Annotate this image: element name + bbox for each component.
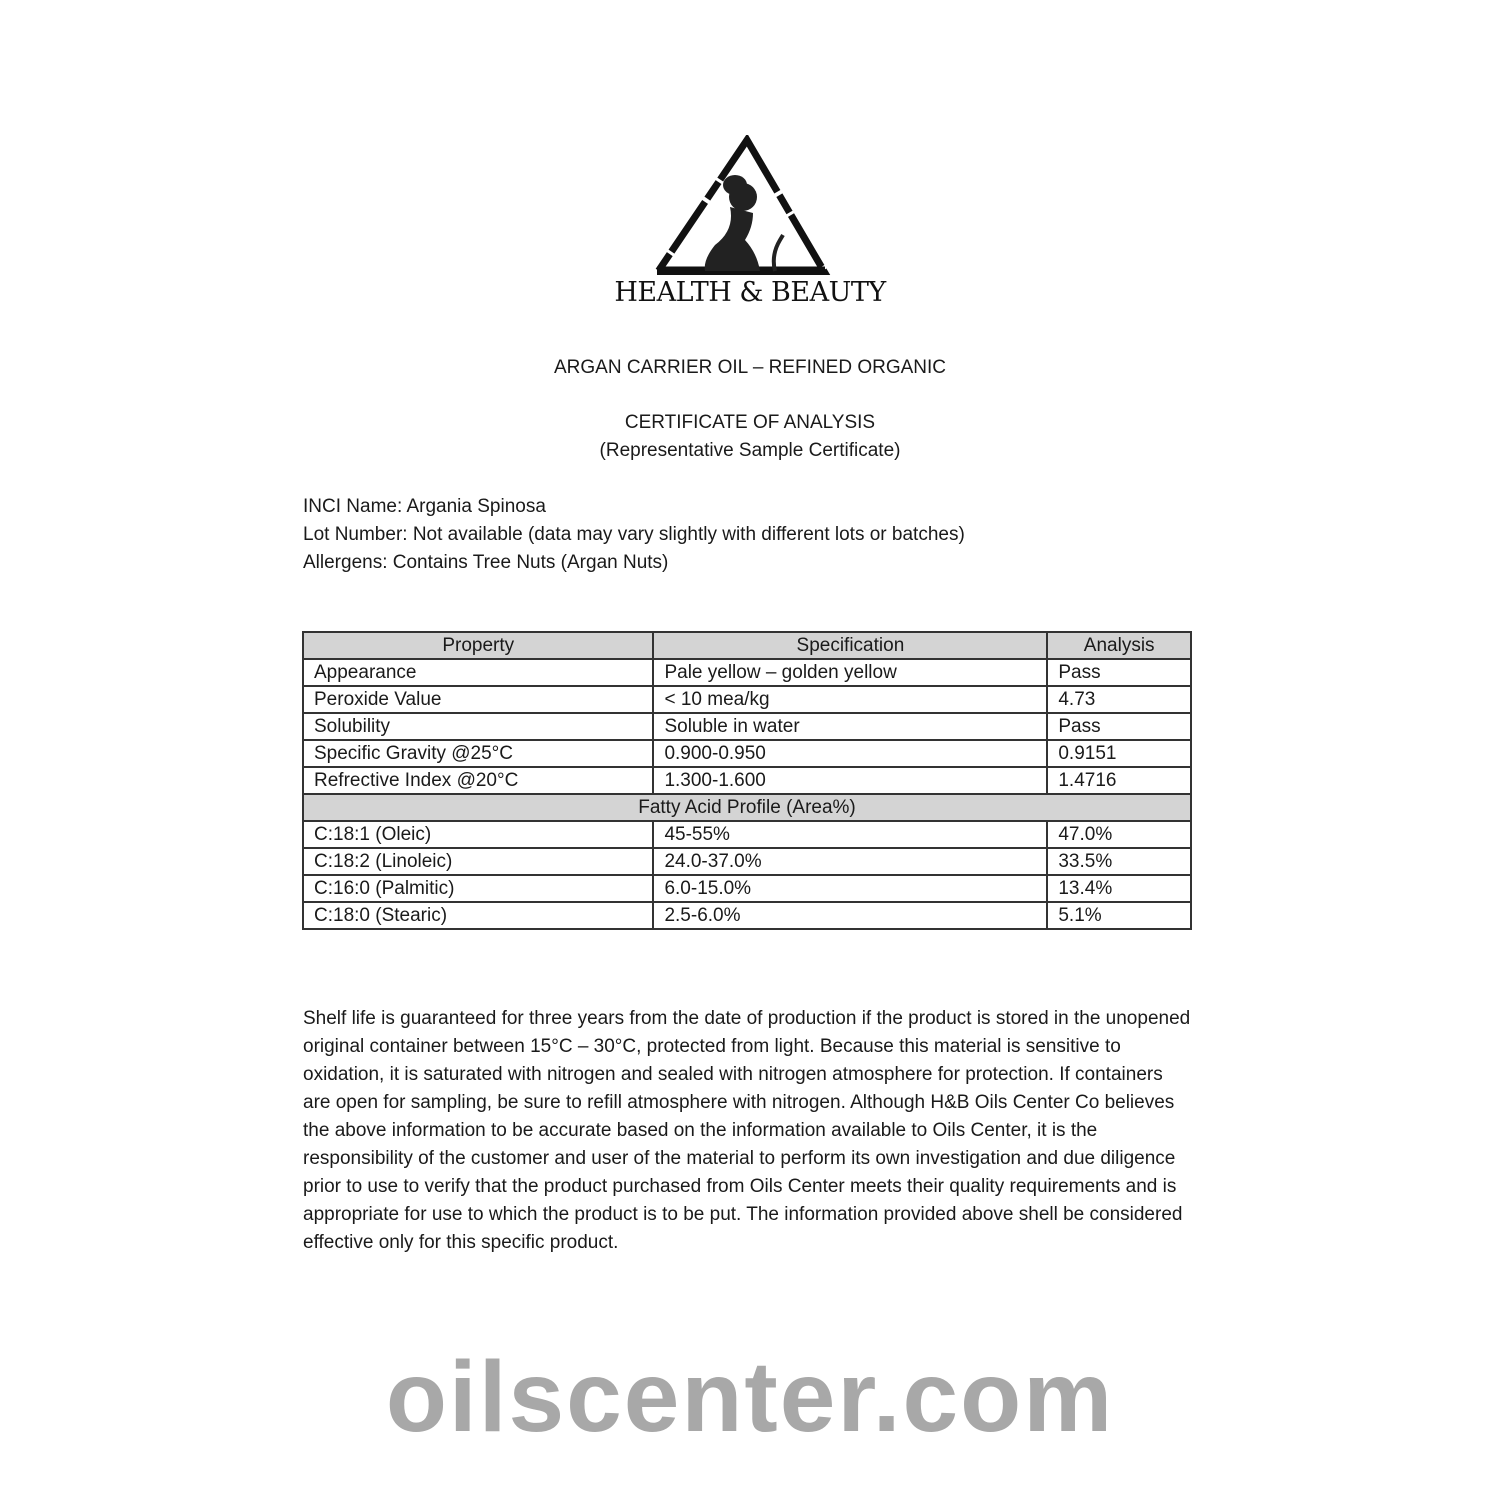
analysis-table: Property Specification Analysis Appearan… <box>301 631 1192 930</box>
specification-cell: 0.900-0.950 <box>652 739 1049 768</box>
table-row: Refrective Index @20°C 1.300-1.600 1.4716 <box>301 766 1192 795</box>
analysis-cell: 1.4716 <box>1046 766 1192 795</box>
property-cell: Refrective Index @20°C <box>301 766 655 795</box>
table-row: Specific Gravity @25°C 0.900-0.950 0.9151 <box>301 739 1192 768</box>
header-property: Property <box>301 631 655 660</box>
header-analysis: Analysis <box>1046 631 1192 660</box>
property-cell: Solubility <box>301 712 655 741</box>
triangle-woman-silhouette-logo-icon <box>650 133 832 277</box>
logo-text: HEALTH & BEAUTY <box>614 277 886 308</box>
property-cell: C:16:0 (Palmitic) <box>301 874 655 903</box>
table-row: C:18:0 (Stearic) 2.5-6.0% 5.1% <box>301 901 1192 930</box>
property-cell: C:18:2 (Linoleic) <box>301 847 655 876</box>
disclaimer-paragraph: Shelf life is guaranteed for three years… <box>303 1008 1191 1253</box>
section-row: Fatty Acid Profile (Area%) <box>302 793 1192 822</box>
specification-cell: 1.300-1.600 <box>652 766 1049 795</box>
analysis-cell: 5.1% <box>1046 901 1192 930</box>
analysis-cell: 0.9151 <box>1046 739 1192 768</box>
specification-cell: 24.0-37.0% <box>652 847 1049 876</box>
specification-cell: Pale yellow – golden yellow <box>652 658 1049 687</box>
header-specification: Specification <box>652 631 1049 660</box>
lot-number: Lot Number: Not available (data may vary… <box>303 524 965 545</box>
specification-cell: 6.0-15.0% <box>652 874 1049 903</box>
watermark: oilscenter.com <box>385 1341 1115 1453</box>
table-row: C:18:2 (Linoleic) 24.0-37.0% 33.5% <box>301 847 1192 876</box>
specification-cell: < 10 mea/kg <box>652 685 1049 714</box>
product-meta: INCI Name: Argania Spinosa Lot Number: N… <box>303 493 965 577</box>
certificate-subtitle: (Representative Sample Certificate) <box>599 440 901 461</box>
inci-name: INCI Name: Argania Spinosa <box>303 496 546 517</box>
property-cell: Specific Gravity @25°C <box>301 739 655 768</box>
fatty-acid-section: Fatty Acid Profile (Area%) <box>302 793 1192 822</box>
specification-cell: 45-55% <box>652 820 1049 849</box>
analysis-cell: 33.5% <box>1046 847 1192 876</box>
property-cell: Peroxide Value <box>301 685 655 714</box>
table-row: C:18:1 (Oleic) 45-55% 47.0% <box>301 820 1192 849</box>
analysis-cell: Pass <box>1046 712 1192 741</box>
analysis-cell: Pass <box>1046 658 1192 687</box>
table-row: Appearance Pale yellow – golden yellow Pas… <box>301 658 1192 687</box>
property-cell: C:18:1 (Oleic) <box>301 820 655 849</box>
property-cell: C:18:0 (Stearic) <box>301 901 655 930</box>
table-row: Solubility Soluble in water Pass <box>301 712 1192 741</box>
analysis-cell: 4.73 <box>1046 685 1192 714</box>
table-header-row: Property Specification Analysis <box>301 631 1192 660</box>
specification-cell: 2.5-6.0% <box>652 901 1049 930</box>
product-title: ARGAN CARRIER OIL – REFINED ORGANIC <box>553 357 947 378</box>
analysis-cell: 47.0% <box>1046 820 1192 849</box>
brand-logo: HEALTH & BEAUTY <box>585 133 915 325</box>
property-cell: Appearance <box>301 658 655 687</box>
specification-cell: Soluble in water <box>652 712 1049 741</box>
analysis-cell: 13.4% <box>1046 874 1192 903</box>
table-row: Peroxide Value < 10 mea/kg 4.73 <box>301 685 1192 714</box>
certificate-title: CERTIFICATE OF ANALYSIS <box>624 412 876 433</box>
allergens: Allergens: Contains Tree Nuts (Argan Nut… <box>303 552 669 573</box>
table-row: C:16:0 (Palmitic) 6.0-15.0% 13.4% <box>301 874 1192 903</box>
